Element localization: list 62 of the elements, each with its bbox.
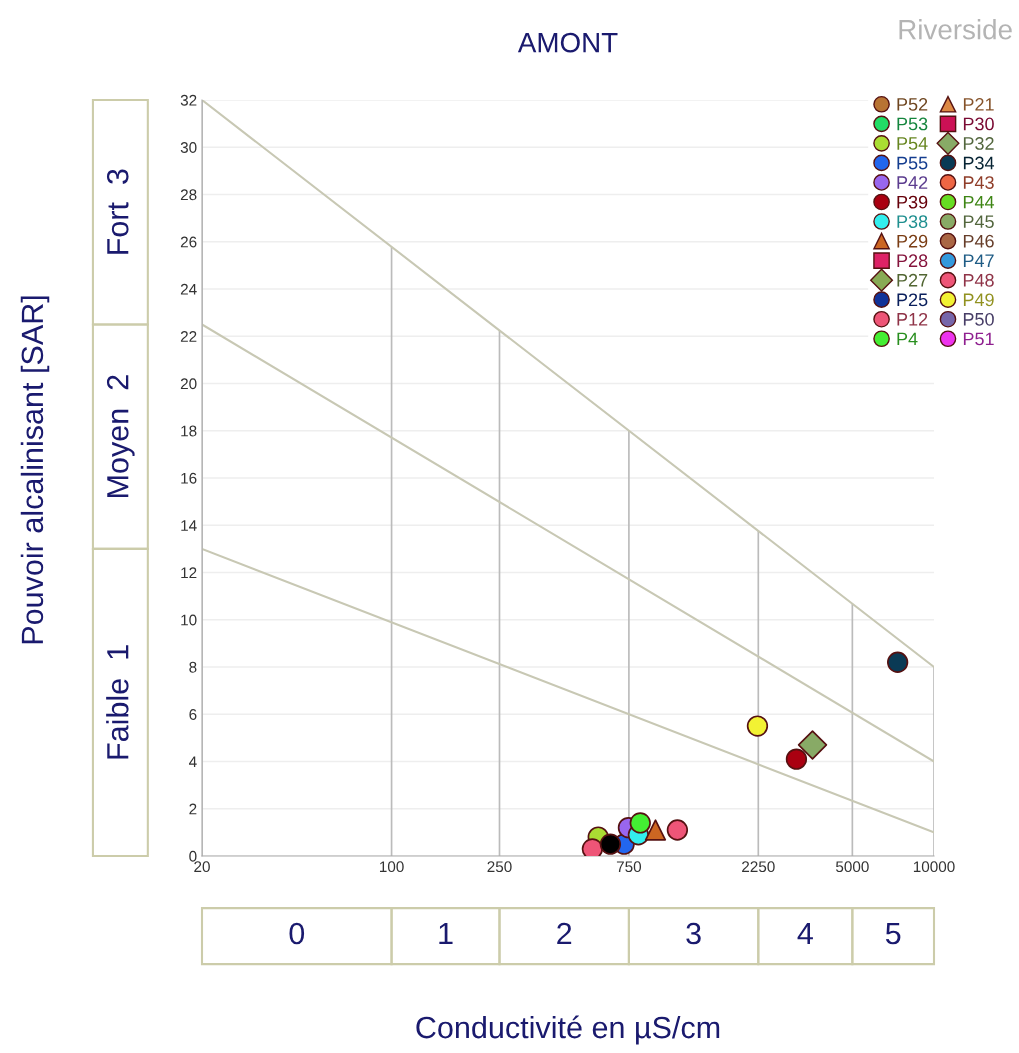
y-tick-label: 16 (181, 472, 197, 484)
text: Moyen 2 (106, 375, 135, 497)
text: 3 (686, 922, 701, 945)
y-tick-label: 18 (181, 425, 197, 437)
text: 4 (797, 923, 813, 945)
legend-label: P21 (963, 98, 994, 111)
text: 1 (439, 923, 453, 945)
legend-label: P55 (897, 156, 928, 170)
legend-label: P32 (963, 137, 994, 150)
x-tick-label: 2250 (742, 861, 775, 873)
x-axis-title: Conductivité en µS/cm (416, 1015, 720, 1045)
legend-label: P49 (963, 293, 994, 307)
y-tick-label: 6 (189, 709, 197, 720)
x-tick-label: 250 (487, 861, 512, 873)
legend-label: P54 (897, 137, 928, 150)
text: Fort 3 (106, 169, 129, 254)
legend-label: P52 (897, 98, 928, 111)
legend-label: P50 (963, 312, 994, 326)
legend-label: P48 (963, 273, 994, 287)
y-tick-label: 20 (180, 378, 197, 390)
legend-label: P38 (897, 215, 928, 229)
y-tick-label: 30 (180, 142, 197, 153)
x-tick-label: 10000 (913, 861, 955, 873)
legend-label: P51 (963, 332, 994, 346)
y-tick-label: 8 (189, 661, 197, 673)
text: 0 (289, 922, 305, 945)
y-tick-label: 4 (188, 756, 197, 768)
legend-label: P44 (963, 195, 995, 209)
legend-label: P4 (897, 332, 918, 346)
legend-label: P45 (963, 215, 994, 229)
text: Riverside (899, 19, 1012, 40)
legend-label: P25 (897, 293, 928, 307)
legend-label: P53 (897, 117, 928, 131)
legend-label: P34 (963, 156, 995, 170)
x-tick-label: 5000 (835, 861, 869, 873)
legend-label: P46 (963, 234, 994, 248)
y-tick-label: 10 (181, 614, 197, 626)
chart-title: AMONT (517, 32, 618, 53)
legend-label: P30 (963, 117, 994, 131)
legend-label: P28 (897, 254, 928, 268)
y-tick-label: 22 (180, 331, 197, 342)
y-tick-label: 24 (180, 283, 197, 295)
y-tick-label: 12 (181, 567, 197, 579)
x-tick-label: 100 (379, 861, 404, 873)
text: 2 (557, 922, 572, 945)
legend-label: P47 (963, 254, 994, 267)
legend-label: P43 (963, 176, 994, 189)
legend-label: P42 (897, 176, 928, 189)
y-tick-label: 32 (180, 94, 197, 106)
text: 5 (885, 923, 901, 945)
y-axis-title: Pouvoir alcalinisant [SAR] (20, 296, 50, 644)
y-tick-label: 2 (189, 803, 197, 815)
y-tick-label: 28 (180, 189, 197, 201)
y-tick-label: 0 (189, 850, 197, 862)
legend-label: P12 (897, 312, 928, 326)
text: Faible 1 (106, 645, 129, 759)
legend-label: P39 (897, 195, 928, 209)
y-tick-label: 26 (180, 236, 197, 248)
y-tick-label: 14 (181, 520, 197, 531)
x-tick-label: 750 (616, 861, 642, 873)
legend-label: P29 (897, 234, 928, 248)
legend-label: P27 (897, 273, 928, 287)
